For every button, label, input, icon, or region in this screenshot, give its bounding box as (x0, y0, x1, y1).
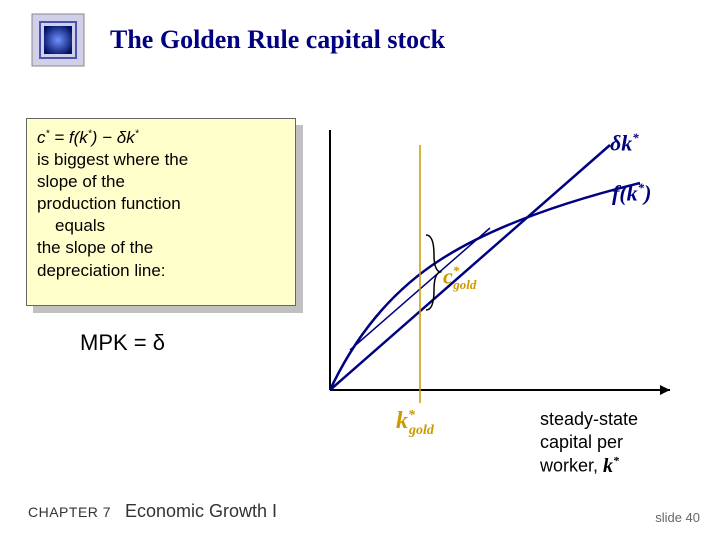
textbox-line3: slope of the (37, 171, 285, 193)
footer-chapter: CHAPTER 7 Economic Growth I (28, 501, 277, 522)
footer-slide-number: slide 40 (655, 510, 700, 525)
mpk-equation: MPK = δ (80, 330, 165, 356)
slide-title: The Golden Rule capital stock (110, 25, 445, 55)
textbox-line6: the slope of the (37, 237, 285, 259)
slide-logo (30, 12, 86, 68)
c-gold-label: c*gold (443, 263, 476, 293)
steady-state-caption: steady-state capital per worker, k* (540, 408, 710, 479)
equation-c-star: c* = f(k*) − δk* (37, 127, 285, 149)
delta-k-label: δk* (610, 130, 639, 156)
golden-rule-chart (310, 110, 710, 410)
k-gold-label: k*gold (396, 408, 434, 439)
textbox-line4: production function (37, 193, 285, 215)
textbox-line7: depreciation line: (37, 260, 285, 282)
explanation-textbox: c* = f(k*) − δk* is biggest where the sl… (26, 118, 296, 306)
textbox-line2: is biggest where the (37, 149, 285, 171)
fk-label: f(k*) (612, 180, 651, 206)
textbox-line5: equals (37, 215, 285, 237)
